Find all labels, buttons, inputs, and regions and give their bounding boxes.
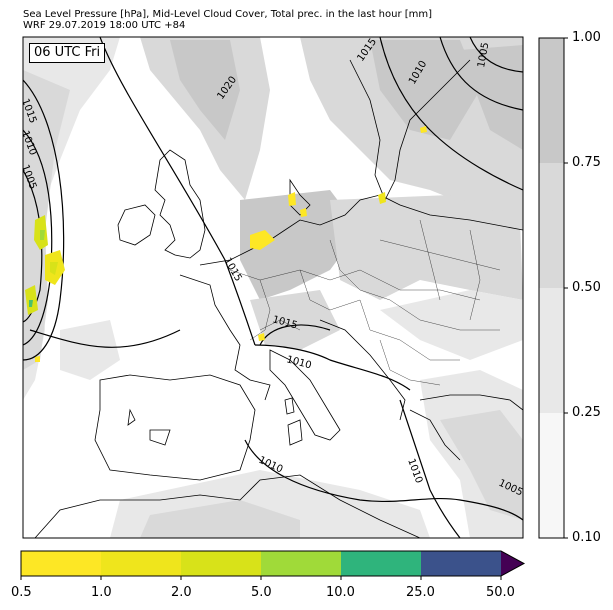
precip-tick-label: 5.0 [251,585,272,600]
cloud-tick-label: 0.25 [572,405,601,420]
precip-tick-label: 2.0 [171,585,192,600]
cloud-colorbar-segment [539,163,564,288]
precip-colorbar-segment [261,551,341,576]
precip-tick-label: 0.5 [11,585,32,600]
precip-tick-label: 10.0 [326,585,355,600]
map-area: 1015 1010 1005 1020 1015 1010 1005 1015 … [23,37,523,538]
map-frame [22,36,524,539]
isobar-label: 1005 [476,42,491,69]
precip-colorbar-segment [421,551,501,576]
map-subtitle: WRF 29.07.2019 18:00 UTC +84 [23,20,186,31]
precip-tick-label: 1.0 [91,585,112,600]
map-title: Sea Level Pressure [hPa], Mid-Level Clou… [23,9,433,20]
cloud-tick-label: 0.10 [572,530,601,545]
precip-colorbar [20,550,526,580]
cloud-tick-label: 0.50 [572,280,601,295]
precipitation-layer [25,126,427,362]
cloud-colorbar-segment [539,288,564,413]
precip-colorbar-segment [341,551,421,576]
cloud-tick-label: 1.00 [572,30,601,45]
country-borders [229,219,501,386]
cloud-tick-label: 0.75 [572,155,601,170]
precip-colorbar-segment [101,551,181,576]
precip-colorbar-segment [21,551,101,576]
valid-time-label: 06 UTC Fri [29,43,106,63]
precip-tick-label: 50.0 [486,585,515,600]
cloud-colorbar [538,37,568,539]
cloud-colorbar-segment [539,38,564,163]
precip-colorbar-segment [181,551,261,576]
precip-colorbar-extend [501,551,524,576]
coastlines [34,59,523,538]
cloud-colorbar-segment [539,413,564,538]
precip-tick-label: 25.0 [406,585,435,600]
